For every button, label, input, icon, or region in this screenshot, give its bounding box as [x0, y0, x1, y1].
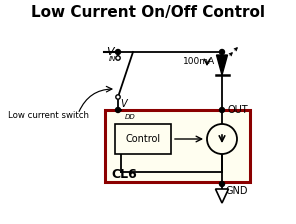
Circle shape: [220, 181, 224, 187]
Circle shape: [115, 50, 120, 54]
Bar: [105, 110, 250, 182]
Text: V: V: [106, 47, 114, 57]
Bar: [115, 124, 171, 154]
Text: V: V: [120, 99, 127, 109]
Text: IN: IN: [109, 56, 116, 62]
Circle shape: [116, 56, 120, 60]
Text: DD: DD: [125, 114, 136, 120]
Text: Low Current On/Off Control: Low Current On/Off Control: [31, 6, 265, 21]
Text: Low current switch: Low current switch: [8, 112, 89, 121]
Text: 100mA: 100mA: [183, 58, 215, 67]
Polygon shape: [216, 55, 228, 75]
Circle shape: [116, 95, 120, 99]
Text: Control: Control: [126, 134, 160, 144]
Text: GND: GND: [226, 186, 249, 196]
Circle shape: [220, 50, 224, 54]
Circle shape: [207, 124, 237, 154]
Text: CL6: CL6: [111, 168, 137, 181]
Polygon shape: [215, 189, 229, 203]
Circle shape: [115, 108, 120, 112]
Circle shape: [220, 108, 224, 112]
Text: OUT: OUT: [227, 105, 248, 115]
